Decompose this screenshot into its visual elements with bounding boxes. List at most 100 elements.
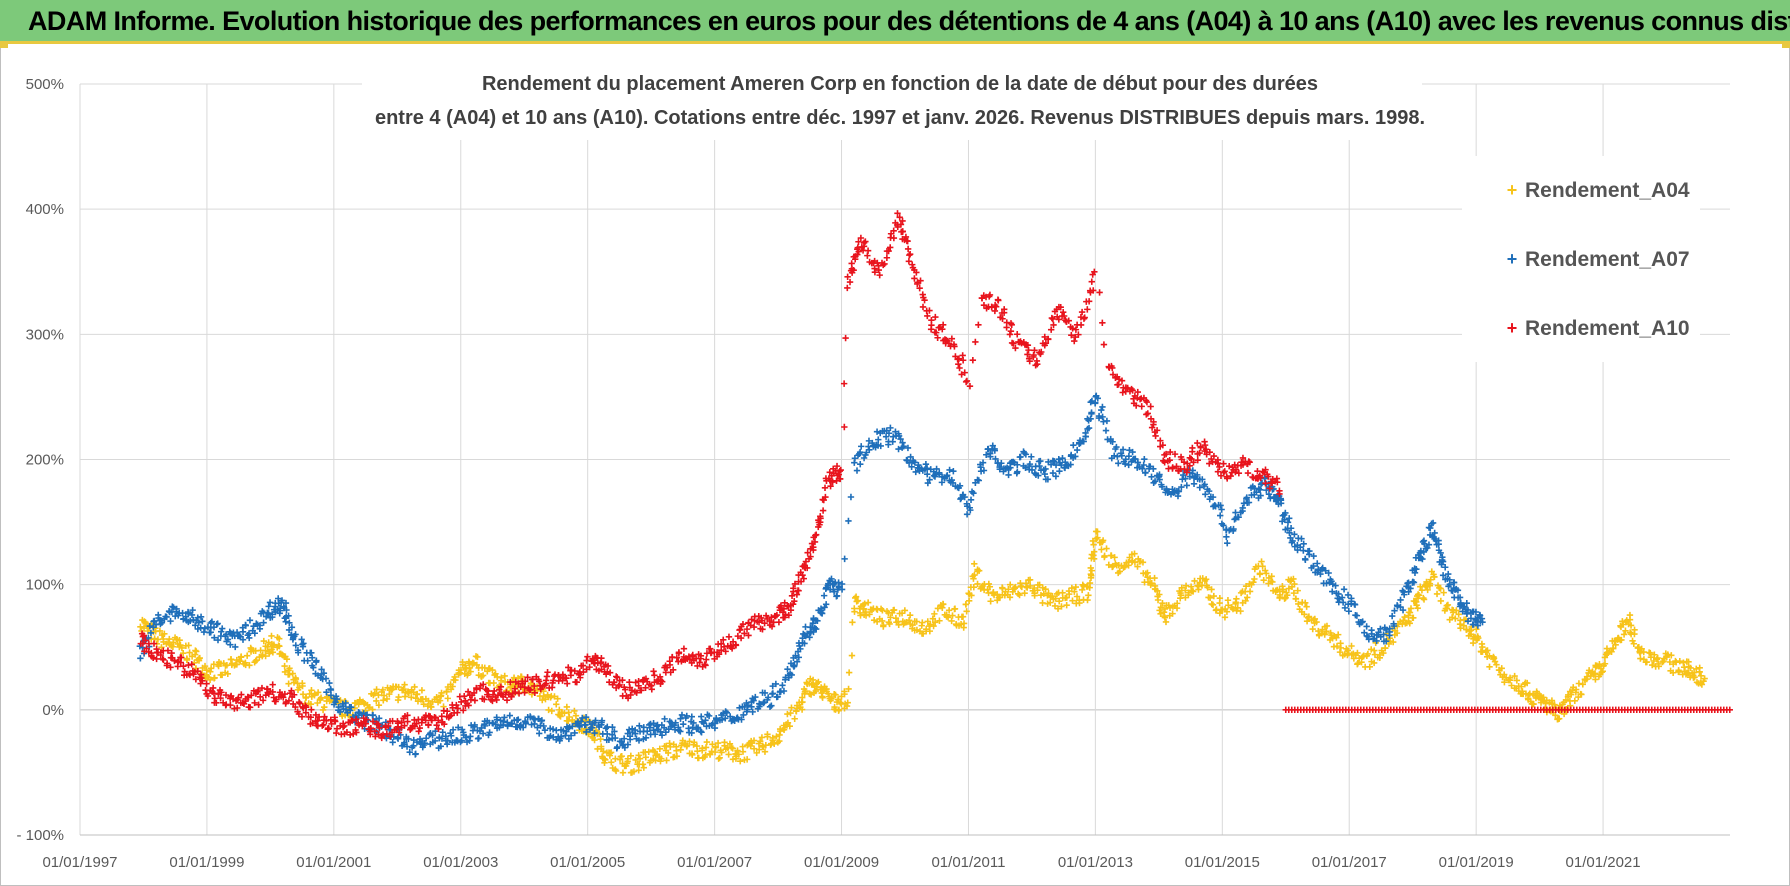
y-tick-label: 200% bbox=[26, 452, 64, 469]
data-point bbox=[998, 460, 1005, 467]
data-point bbox=[693, 725, 700, 733]
data-point bbox=[258, 684, 266, 692]
data-point bbox=[622, 686, 629, 693]
data-point bbox=[1047, 599, 1054, 606]
data-point bbox=[1415, 592, 1423, 599]
data-point bbox=[598, 719, 605, 726]
data-point bbox=[632, 679, 639, 686]
data-point bbox=[1131, 550, 1138, 557]
data-point bbox=[185, 642, 192, 649]
data-point bbox=[528, 676, 536, 683]
y-tick-label: - 100% bbox=[16, 827, 64, 844]
data-point bbox=[1059, 589, 1066, 596]
data-point bbox=[227, 641, 234, 648]
data-point bbox=[597, 660, 604, 667]
data-point bbox=[1344, 591, 1352, 599]
data-point bbox=[855, 248, 862, 255]
data-point bbox=[786, 670, 794, 677]
data-point bbox=[963, 608, 970, 615]
data-point bbox=[962, 601, 970, 608]
data-point bbox=[1418, 587, 1426, 594]
data-point bbox=[1223, 533, 1230, 541]
data-point bbox=[630, 768, 638, 775]
data-point bbox=[1178, 483, 1185, 491]
data-point bbox=[492, 721, 499, 728]
data-point bbox=[853, 467, 861, 474]
series-rendement_a04 bbox=[137, 528, 1708, 776]
data-point bbox=[1506, 676, 1514, 684]
data-point bbox=[1463, 610, 1471, 618]
data-point bbox=[864, 247, 872, 254]
data-point bbox=[1090, 541, 1097, 548]
data-point bbox=[285, 680, 292, 687]
data-point bbox=[1099, 538, 1106, 546]
data-point bbox=[576, 723, 583, 730]
data-point bbox=[1200, 482, 1208, 490]
data-point bbox=[769, 690, 777, 697]
data-point bbox=[896, 214, 903, 221]
data-point bbox=[447, 686, 455, 693]
data-point bbox=[1420, 548, 1428, 556]
data-point bbox=[307, 700, 315, 708]
data-point bbox=[1148, 424, 1156, 431]
data-point bbox=[635, 682, 642, 690]
data-point bbox=[702, 717, 709, 724]
data-point bbox=[1260, 576, 1267, 584]
data-point bbox=[887, 244, 894, 251]
legend-item-a07: + Rendement_A07 bbox=[1507, 248, 1690, 271]
data-point bbox=[516, 722, 523, 730]
data-point bbox=[1640, 648, 1647, 656]
x-tick-label: 01/01/2017 bbox=[1312, 854, 1387, 871]
data-point bbox=[203, 680, 210, 687]
data-point bbox=[784, 710, 791, 718]
data-point bbox=[837, 699, 844, 706]
data-point bbox=[185, 610, 192, 617]
data-point bbox=[1171, 450, 1179, 458]
data-point bbox=[311, 692, 318, 699]
data-point bbox=[677, 728, 684, 735]
data-point bbox=[832, 691, 839, 699]
data-point bbox=[673, 753, 681, 760]
data-point bbox=[760, 699, 767, 707]
data-point bbox=[458, 726, 466, 733]
data-point bbox=[791, 597, 798, 605]
data-point bbox=[845, 669, 853, 676]
data-point bbox=[406, 748, 413, 756]
data-point bbox=[373, 697, 380, 705]
data-point bbox=[1136, 396, 1144, 403]
data-point bbox=[698, 713, 705, 720]
data-point bbox=[447, 732, 455, 739]
data-point bbox=[1025, 346, 1032, 354]
data-point bbox=[999, 315, 1006, 322]
data-point bbox=[506, 712, 514, 719]
data-point bbox=[600, 748, 607, 755]
data-point bbox=[232, 643, 239, 651]
data-point bbox=[706, 750, 714, 758]
data-point bbox=[480, 681, 487, 688]
data-point bbox=[1182, 587, 1189, 594]
data-point bbox=[481, 696, 488, 703]
data-point bbox=[822, 685, 830, 693]
data-point bbox=[1426, 582, 1434, 589]
data-point bbox=[1414, 604, 1421, 612]
data-point bbox=[1069, 597, 1076, 604]
data-point bbox=[666, 740, 673, 747]
data-point bbox=[1257, 492, 1264, 499]
data-point bbox=[1336, 648, 1344, 656]
data-point bbox=[649, 746, 657, 754]
data-point bbox=[1519, 688, 1526, 695]
data-point bbox=[1068, 332, 1075, 339]
data-point bbox=[955, 360, 962, 368]
data-point bbox=[1242, 597, 1249, 605]
data-point bbox=[1161, 459, 1168, 466]
data-point bbox=[1169, 464, 1176, 471]
data-point bbox=[1190, 459, 1197, 466]
data-point bbox=[1518, 683, 1525, 690]
data-point bbox=[295, 698, 303, 706]
data-point bbox=[178, 654, 185, 661]
data-point bbox=[940, 601, 947, 608]
data-point bbox=[355, 709, 362, 716]
data-point bbox=[822, 493, 829, 501]
data-point bbox=[608, 759, 615, 766]
data-point bbox=[1091, 400, 1099, 407]
